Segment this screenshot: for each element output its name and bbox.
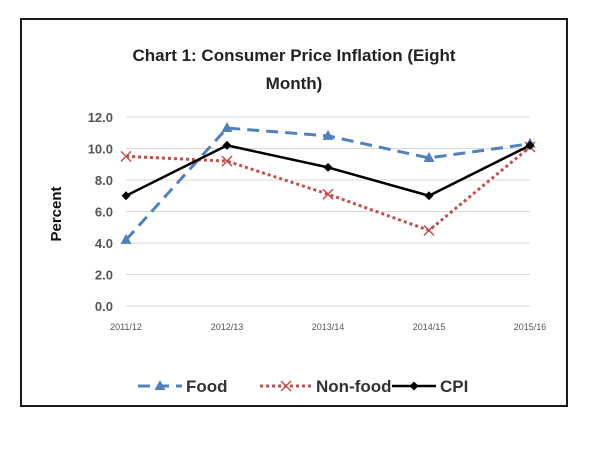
- y-tick-label: 6.0: [95, 205, 113, 220]
- y-tick-label: 10.0: [88, 142, 113, 157]
- y-tick-label: 12.0: [88, 110, 113, 125]
- y-axis-label: Percent: [48, 186, 65, 241]
- legend-item-cpi: CPI: [392, 377, 468, 396]
- x-tick-label: 2014/15: [413, 322, 446, 332]
- legend-item-non-food: Non-food: [260, 377, 392, 396]
- data-point-cpi: [121, 191, 131, 201]
- series-line-food: [124, 126, 531, 241]
- x-tick-label: 2011/12: [110, 322, 142, 332]
- data-point-food: [423, 151, 435, 162]
- legend-label-cpi: CPI: [440, 377, 468, 396]
- legend-marker-non-food: [280, 380, 292, 392]
- series-cpi: [121, 140, 535, 201]
- y-axis-ticks: 0.0 2.0 4.0 6.0 8.0 10.0 12.0: [88, 110, 113, 314]
- data-point-food: [120, 233, 132, 244]
- data-point-non-food: [423, 224, 435, 236]
- y-tick-label: 2.0: [95, 268, 113, 283]
- y-tick-label: 4.0: [95, 236, 113, 251]
- x-axis-ticks: 2011/12 2012/13 2013/14 2014/15 2015/16: [110, 322, 546, 332]
- legend: Food Non-food CPI: [138, 377, 468, 396]
- data-point-cpi: [222, 140, 232, 150]
- chart-title-line-2: Month): [265, 74, 323, 93]
- data-point-food: [221, 122, 233, 133]
- gridlines: [126, 116, 530, 307]
- data-point-non-food: [322, 188, 334, 200]
- legend-marker-cpi: [409, 381, 419, 391]
- data-point-non-food: [120, 150, 132, 162]
- legend-marker-food: [154, 380, 166, 390]
- y-tick-label: 8.0: [95, 173, 113, 188]
- x-tick-label: 2015/16: [514, 322, 547, 332]
- legend-label-food: Food: [186, 377, 228, 396]
- data-point-cpi: [525, 140, 535, 150]
- x-tick-label: 2013/14: [312, 322, 345, 332]
- data-point-cpi: [424, 191, 434, 201]
- data-point-cpi: [323, 162, 333, 172]
- legend-item-food: Food: [138, 377, 228, 396]
- series-layer: [120, 122, 536, 244]
- series-line-non-food: [125, 145, 531, 232]
- chart-title-line-1: Chart 1: Consumer Price Inflation (Eight: [132, 46, 456, 65]
- data-point-non-food: [221, 155, 233, 167]
- chart-title: Chart 1: Consumer Price Inflation (Eight…: [20, 42, 568, 98]
- x-tick-label: 2012/13: [211, 322, 244, 332]
- series-food: [120, 122, 536, 244]
- data-point-food: [322, 129, 334, 140]
- chart-frame: [20, 18, 568, 407]
- y-tick-label: 0.0: [95, 299, 113, 314]
- series-non-food: [120, 141, 536, 236]
- legend-label-non-food: Non-food: [316, 377, 392, 396]
